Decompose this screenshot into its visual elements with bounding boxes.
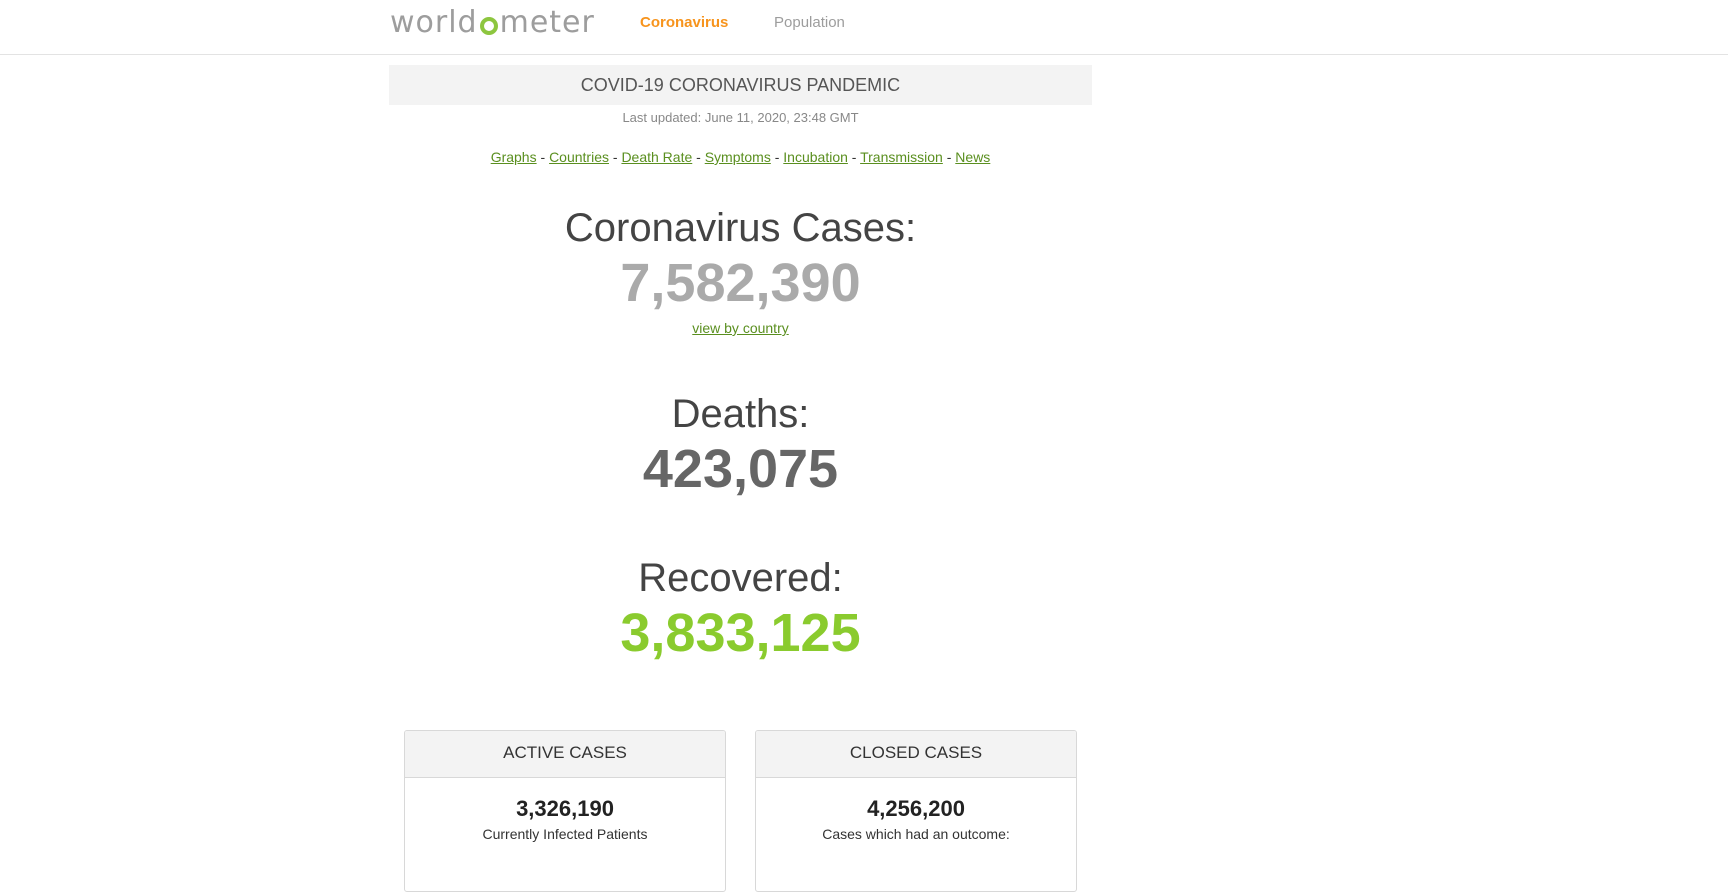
- closed-cases-header: CLOSED CASES: [756, 731, 1076, 778]
- deaths-count: 423,075: [642, 439, 839, 499]
- link-separator: -: [608, 149, 622, 165]
- logo-o-icon: [479, 17, 498, 35]
- recovered-count: 3,833,125: [620, 603, 861, 663]
- link-separator: -: [536, 149, 550, 165]
- link-incubation[interactable]: Incubation: [783, 149, 848, 165]
- logo-text-meter: meter: [499, 5, 595, 40]
- recovered-label: Recovered:: [638, 556, 843, 600]
- active-cases-panel: ACTIVE CASES 3,326,190 Currently Infecte…: [404, 730, 726, 892]
- link-separator: -: [692, 149, 705, 165]
- link-transmission[interactable]: Transmission: [860, 149, 943, 165]
- worldometer-logo[interactable]: world meter: [390, 6, 595, 40]
- page-title: COVID-19 CORONAVIRUS PANDEMIC: [389, 65, 1092, 105]
- cases-stat: Coronavirus Cases: 7,582,390 view by cou…: [389, 204, 1092, 338]
- link-graphs[interactable]: Graphs: [490, 149, 537, 165]
- deaths-label: Deaths:: [671, 392, 810, 436]
- logo-text-world: world: [390, 5, 478, 40]
- active-cases-count: 3,326,190: [516, 796, 614, 821]
- link-separator: -: [847, 149, 861, 165]
- closed-cases-description: Cases which had an outcome:: [822, 826, 1010, 842]
- cases-count: 7,582,390: [620, 253, 861, 313]
- nav-link-coronavirus[interactable]: Coronavirus: [640, 14, 729, 31]
- active-cases-header: ACTIVE CASES: [405, 731, 725, 778]
- recovered-stat: Recovered: 3,833,125: [389, 554, 1092, 664]
- closed-cases-panel: CLOSED CASES 4,256,200 Cases which had a…: [755, 730, 1077, 892]
- nav-link-population[interactable]: Population: [774, 14, 845, 31]
- active-cases-description: Currently Infected Patients: [482, 826, 648, 842]
- link-separator: -: [770, 149, 784, 165]
- link-death-rate[interactable]: Death Rate: [621, 149, 693, 165]
- view-by-country-link[interactable]: view by country: [692, 320, 789, 336]
- link-countries[interactable]: Countries: [549, 149, 609, 165]
- cases-label: Coronavirus Cases:: [564, 206, 917, 250]
- quick-links-bar: Graphs - Countries - Death Rate - Sympto…: [389, 149, 1092, 165]
- link-symptoms[interactable]: Symptoms: [704, 149, 771, 165]
- top-navbar: world meter Coronavirus Population: [0, 0, 1728, 55]
- link-news[interactable]: News: [955, 149, 991, 165]
- link-separator: -: [942, 149, 956, 165]
- closed-cases-count: 4,256,200: [867, 796, 965, 821]
- deaths-stat: Deaths: 423,075: [389, 390, 1092, 500]
- last-updated-text: Last updated: June 11, 2020, 23:48 GMT: [622, 110, 859, 125]
